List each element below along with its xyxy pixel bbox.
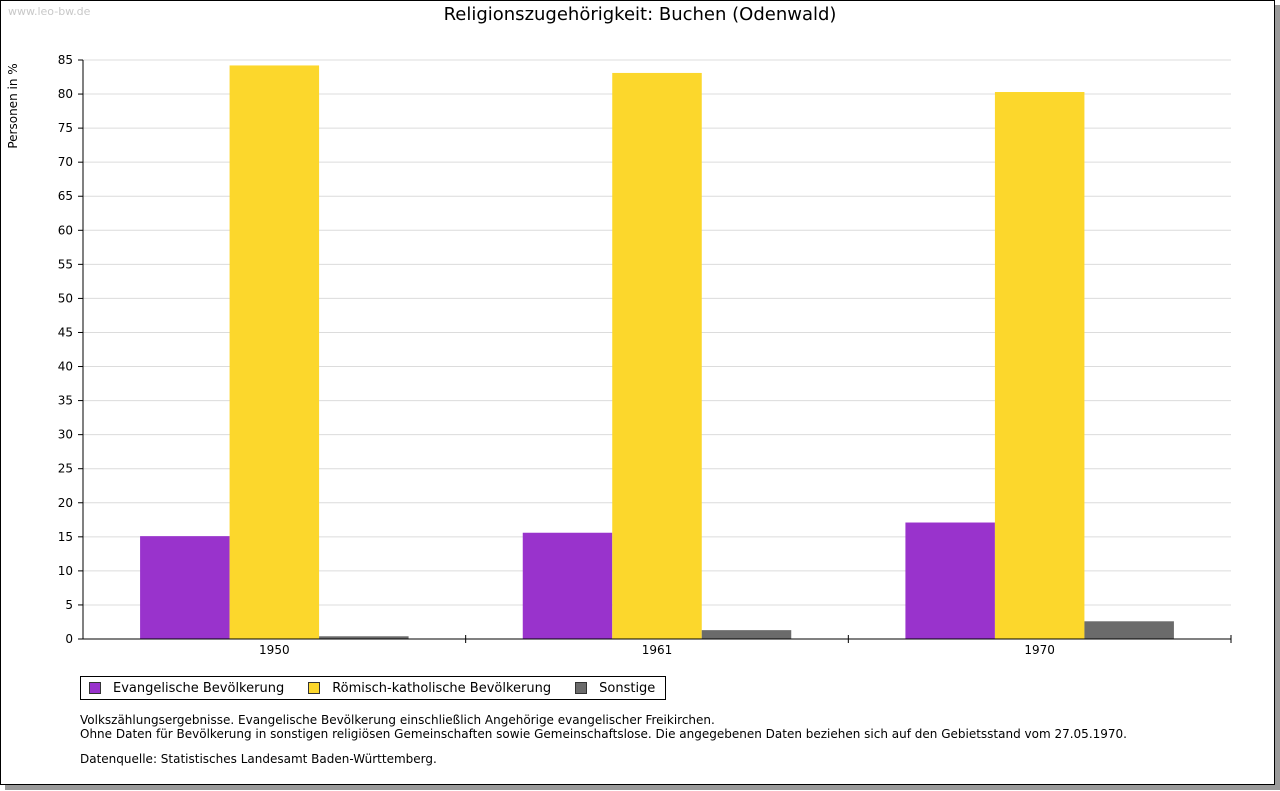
legend-item: Sonstige: [575, 681, 655, 696]
y-tick-label: 65: [58, 189, 73, 203]
y-axis-label: Personen in %: [6, 63, 20, 148]
axes: [78, 59, 1232, 643]
y-tick-label: 30: [58, 428, 73, 442]
bar-2: [319, 636, 409, 639]
note-line-1: Volkszählungsergebnisse. Evangelische Be…: [80, 713, 715, 727]
y-tick-label: 70: [58, 155, 73, 169]
legend-label: Römisch-katholische Bevölkerung: [332, 680, 552, 696]
y-tick-label: 45: [58, 325, 73, 339]
y-tick-label: 10: [58, 564, 73, 578]
bar-0: [522, 532, 613, 639]
legend-label: Evangelische Bevölkerung: [113, 680, 285, 696]
data-source: Datenquelle: Statistisches Landesamt Bad…: [80, 752, 437, 766]
watermark: www.leo-bw.de: [8, 5, 91, 18]
legend: Evangelische Bevölkerung Römisch-katholis…: [80, 676, 667, 700]
bars: [140, 65, 1174, 640]
y-tick-label: 75: [58, 121, 73, 135]
y-tick-label: 80: [58, 87, 73, 101]
y-tick-label: 5: [65, 598, 73, 612]
chart-title: Religionszugehörigkeit: Buchen (Odenwald…: [443, 4, 837, 25]
y-tick-label: 40: [58, 360, 73, 374]
bar-0: [140, 536, 230, 639]
legend-item: Evangelische Bevölkerung: [89, 681, 284, 696]
y-tick-label: 15: [58, 530, 73, 544]
bar-2: [1084, 621, 1174, 639]
bar-1: [612, 72, 702, 639]
bar-1: [229, 65, 320, 640]
bar-0: [905, 522, 995, 639]
legend-swatch: [308, 682, 321, 694]
y-tick-label: 85: [58, 53, 73, 67]
y-tick-label: 0: [65, 632, 73, 646]
x-tick-label: 1970: [1024, 643, 1055, 657]
bar-2: [701, 630, 792, 639]
y-tick-label: 60: [58, 223, 73, 237]
legend-swatch: [575, 682, 588, 694]
x-tick-label: 1950: [259, 643, 290, 657]
y-tick-label: 35: [58, 394, 73, 408]
bar-1: [994, 92, 1085, 639]
y-tick-label: 55: [58, 257, 73, 271]
x-tick-labels: 1950 1961 1970: [259, 643, 1055, 657]
legend-label: Sonstige: [599, 680, 656, 696]
x-tick-label: 1961: [642, 643, 673, 657]
chart-notes: Volkszählungsergebnisse. Evangelische Be…: [80, 713, 1127, 741]
y-tick-labels: 0 5 10 15 20 25 30 35 40 45 50 55 60 65 70 75 80 85: [58, 53, 73, 646]
y-tick-label: 25: [58, 462, 73, 476]
y-tick-label: 20: [58, 496, 73, 510]
y-tick-label: 50: [58, 291, 73, 305]
legend-item: Römisch-katholische Bevölkerung: [308, 681, 551, 696]
note-line-2: Ohne Daten für Bevölkerung in sonstigen …: [80, 727, 1127, 741]
legend-swatch: [89, 682, 101, 694]
